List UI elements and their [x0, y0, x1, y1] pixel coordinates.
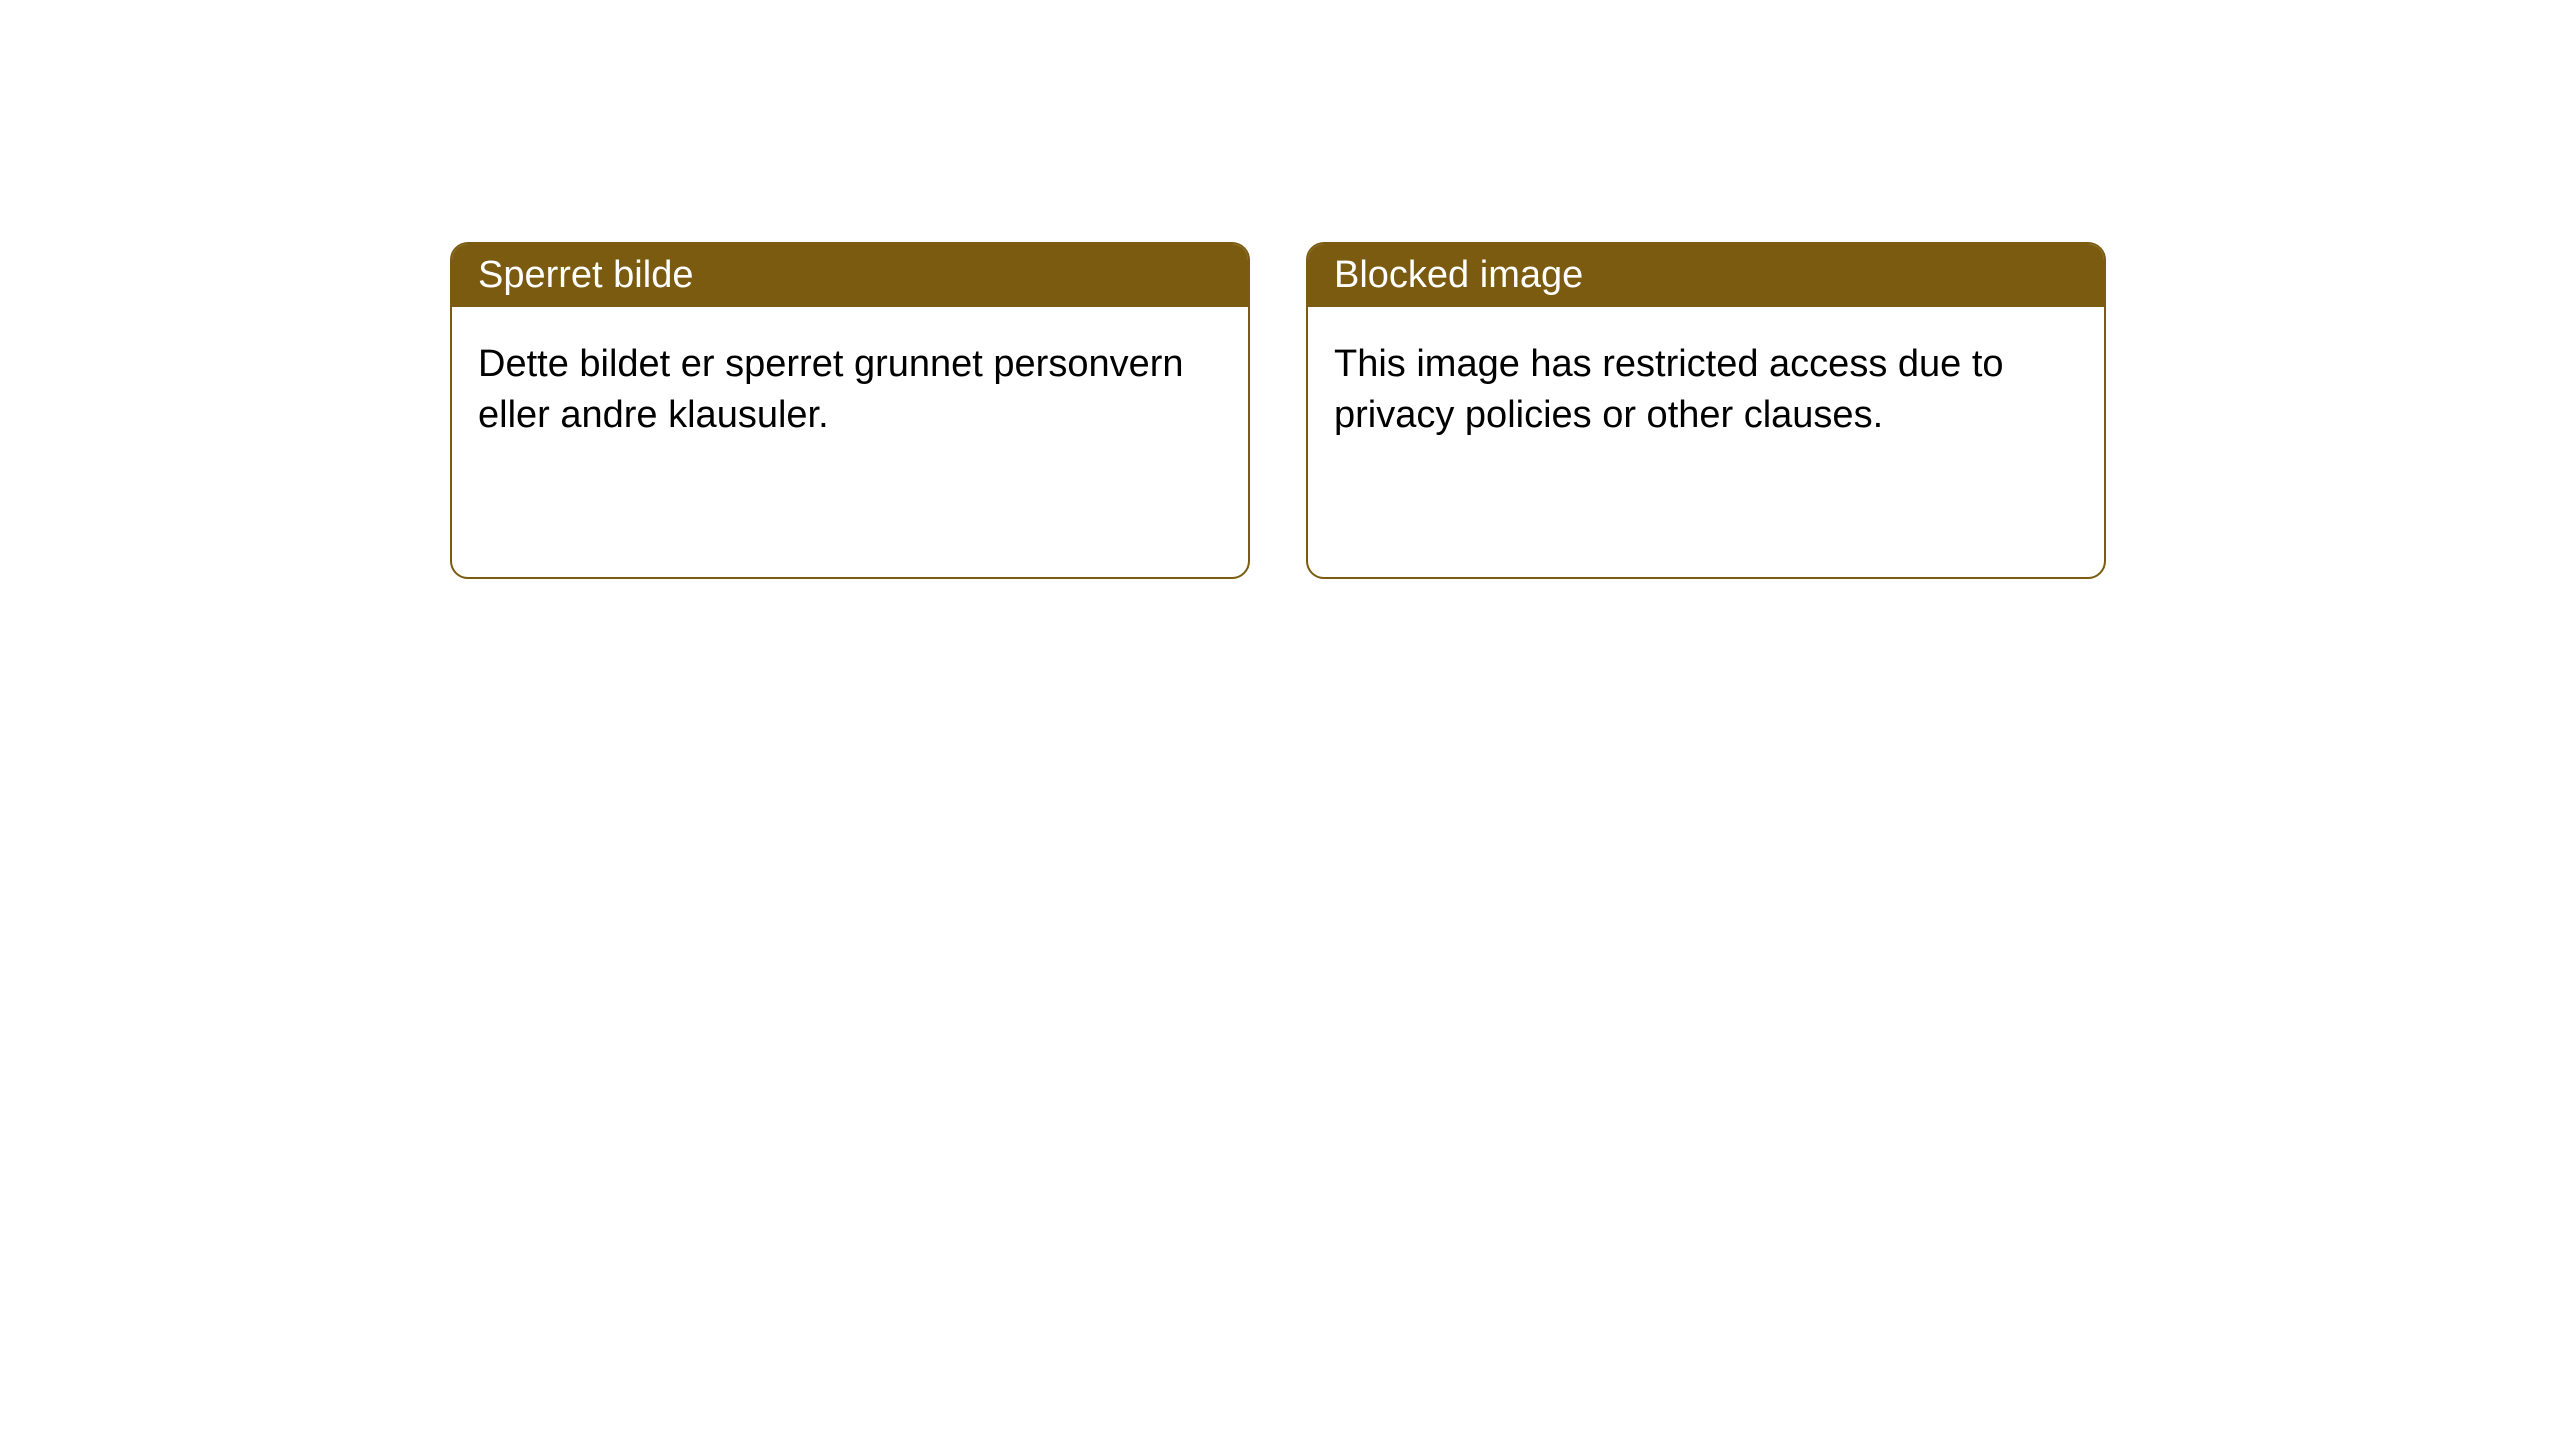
notice-body: Dette bildet er sperret grunnet personve…	[452, 307, 1248, 577]
notice-container: Sperret bilde Dette bildet er sperret gr…	[0, 0, 2560, 579]
notice-card-norwegian: Sperret bilde Dette bildet er sperret gr…	[450, 242, 1250, 579]
notice-card-english: Blocked image This image has restricted …	[1306, 242, 2106, 579]
notice-header: Sperret bilde	[452, 244, 1248, 307]
notice-body: This image has restricted access due to …	[1308, 307, 2104, 577]
notice-header: Blocked image	[1308, 244, 2104, 307]
